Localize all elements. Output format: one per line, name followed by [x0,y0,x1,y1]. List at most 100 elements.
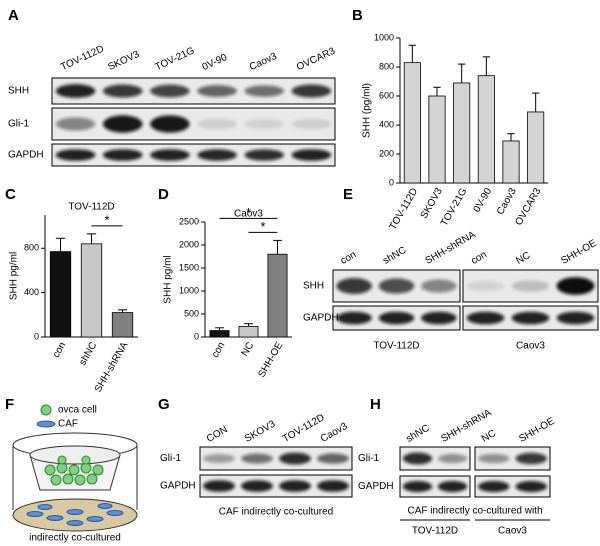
blot-strip [51,77,336,105]
blot-band [437,453,468,464]
blot-band [421,279,457,293]
caption: CAF indirectly co-cultured with [407,506,542,517]
bar [403,62,421,184]
panel-letter: C [5,186,16,203]
lane-label: con [339,249,358,267]
row-label: GAPDH [358,481,394,492]
blot-band [378,311,415,325]
x-tick-label: SHH-OE [256,340,285,379]
blot-band [203,480,235,492]
blot-band [556,311,595,325]
y-axis-label: SHH pg/ml [9,252,20,300]
blot-band [150,115,190,133]
blot-band [511,280,550,292]
bar [267,253,288,338]
caf-icon [36,420,56,428]
row-label: GAPDH [8,150,44,161]
blot-band [291,149,332,161]
error-bar [457,63,466,83]
bar [502,140,520,184]
legend-label: CAF [58,419,78,430]
y-tick-label: 0 [389,177,394,187]
lane-label: shNC [381,245,408,267]
lane-label: con [469,249,488,267]
coculture-diagram [12,404,138,532]
lane-label: Caov3 [319,421,350,445]
bar [49,251,72,338]
blot-band [466,311,505,325]
blot-band [150,149,190,161]
y-tick-label: 400 [24,287,39,297]
y-tick-label: 1500 [179,262,199,272]
blot-band [279,452,311,465]
row-label: Gli-1 [358,453,380,464]
blot-band [378,278,415,294]
blot-band [556,277,595,295]
blot-band [402,480,433,493]
row-label: SHH [8,86,29,97]
lane-label: SHH-OE [517,416,556,445]
row-label: GAPDH [303,313,339,324]
legend-label: ovca cell [58,405,97,416]
panel-letter: A [8,7,19,24]
blot-band [102,115,143,133]
x-tick-label: SHH-shRNA [93,340,131,394]
y-axis-label: SHH (pg/ml) [362,83,373,138]
panel-letter: B [352,7,363,24]
blot-band [402,452,433,465]
lane-label: NC [480,428,498,445]
error-bar [244,323,253,327]
blot-band [466,280,505,292]
blot-strip [199,474,353,498]
blot-band [197,85,237,97]
chart-title: Caov3 [234,209,263,220]
blot-strip [51,107,336,141]
row-label: GAPDH [160,481,196,492]
caption: indirectly co-cultured [29,533,121,544]
ovca-cell-icon [40,404,52,416]
blot-band [150,84,190,98]
panel-letter: G [158,396,170,413]
group-label: TOV-112D [412,526,458,537]
y-tick-label: 0 [34,331,39,341]
x-tick-label: SKOV3 [419,186,445,221]
blot-band [102,84,143,98]
y-tick-label: 800 [24,243,39,253]
blot-band [55,117,96,131]
blot-band [241,480,273,492]
blot-band [317,453,349,464]
panel-letter: E [343,186,353,203]
lane-label: NC [514,250,532,267]
error-bar [531,92,540,112]
significance-label: * [246,205,251,220]
panel-letter: H [370,396,381,413]
error-bar [408,44,417,63]
blot-band [241,453,273,464]
x-tick-label: con [210,340,228,359]
row-label: SHH [303,281,324,292]
row-label: Gli-1 [160,453,182,464]
bar [238,326,259,338]
y-axis-label: SHH pg/ml [163,255,174,303]
blot-strip [199,446,353,471]
x-tick-label: Caov3 [495,186,519,217]
lane-label: SHH-OE [559,238,598,267]
error-bar [86,233,97,244]
x-tick-label: shNC [77,340,99,367]
bar [428,95,446,184]
blot-band [478,480,510,493]
blot-band [279,480,311,492]
blot-band [336,311,372,325]
blot-band [421,311,457,325]
blot-band [317,480,349,492]
lane-label: SHH-shRNA [423,229,477,267]
lane-label: shNC [404,423,431,445]
blot-band [55,149,96,161]
panel-letter: D [158,186,169,203]
blot-band [197,149,237,161]
lane-label: OVCAR3 [295,46,337,74]
lane-label: SKOV3 [106,49,141,73]
blot-band [244,85,285,97]
lane-label: 0V-90 [201,52,230,73]
